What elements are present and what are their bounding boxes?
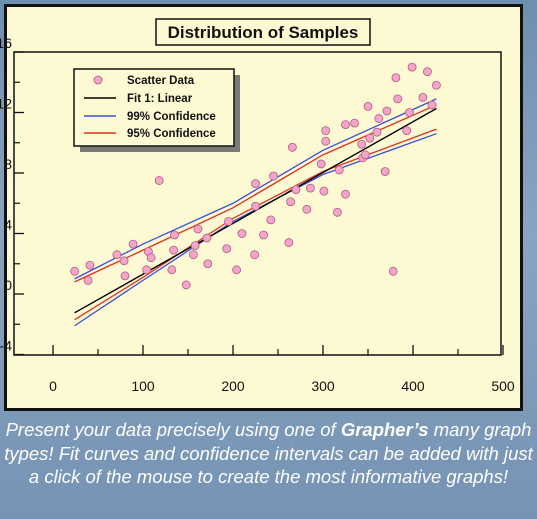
scatter-point	[224, 216, 233, 226]
scatter-point	[380, 167, 390, 176]
scatter-point	[269, 171, 278, 181]
scatter-point	[402, 126, 412, 136]
y-tick-label: 0	[4, 277, 12, 293]
x-tick-label: 500	[491, 378, 515, 394]
scatter-point	[321, 136, 331, 146]
y-tick-label: 16	[0, 35, 12, 51]
scatter-point	[291, 185, 301, 195]
scatter-point	[388, 266, 398, 276]
scatter-point	[190, 241, 200, 251]
scatter-point	[232, 265, 242, 275]
chart: -4 0 4 8 12 16 0 100 200 300 400 500 Distribution o…	[0, 18, 515, 394]
scatter-point	[250, 250, 260, 260]
scatter-point	[251, 201, 260, 211]
x-tick-label: 200	[221, 378, 245, 394]
y-tick-label: 4	[4, 217, 12, 233]
scatter-point	[181, 280, 191, 290]
y-tick-label: 8	[4, 156, 12, 172]
scatter-point	[341, 120, 350, 129]
scatter-point	[85, 260, 95, 270]
scatter-point	[167, 265, 177, 275]
scatter-point	[119, 256, 129, 266]
confidence-99-lower-line	[74, 133, 437, 327]
scatter-point	[112, 250, 122, 260]
scatter-point	[391, 73, 401, 83]
scatter-point	[237, 229, 247, 238]
scatter-point	[374, 114, 384, 123]
scatter-point	[407, 62, 417, 72]
scatter-point	[193, 224, 203, 234]
scatter-point	[319, 186, 329, 196]
scatter-point	[287, 142, 297, 152]
legend-marker-symbol	[93, 75, 103, 85]
legend-label-linear: Fit 1: Linear	[127, 93, 193, 105]
scatter-point	[266, 215, 276, 225]
scatter-point	[251, 179, 260, 188]
scatter-point	[332, 207, 342, 217]
scatter-point	[418, 92, 428, 102]
x-tick-label: 300	[311, 378, 335, 394]
scatter-point	[334, 165, 344, 175]
confidence-95-lower-line	[74, 128, 437, 321]
scatter-point	[284, 238, 294, 247]
scatter-point	[222, 244, 232, 254]
scatter-point	[302, 204, 312, 214]
scatter-point	[70, 266, 79, 276]
scatter-point	[154, 176, 164, 185]
scatter-point	[83, 275, 93, 285]
caption-text: Present your data precisely using one of…	[4, 418, 533, 489]
scatter-point	[382, 106, 392, 116]
scatter-point	[363, 102, 373, 111]
x-tick-label: 400	[401, 378, 425, 394]
y-tick-label: -4	[0, 338, 12, 354]
scatter-point	[316, 159, 326, 169]
scatter-point	[169, 245, 179, 255]
scatter-point	[202, 233, 212, 243]
title-box	[155, 18, 371, 46]
legend-label-99: 99% Confidence	[127, 111, 216, 123]
x-tick-label: 100	[131, 378, 155, 394]
chart-title: Distribution of Samples	[168, 23, 359, 42]
y-tick-label: 12	[0, 96, 12, 112]
scatter-point	[365, 133, 375, 143]
x-tick-label: 0	[49, 378, 57, 394]
scatter-point	[203, 259, 213, 269]
scatter-point	[142, 265, 152, 275]
scatter-point	[404, 108, 414, 117]
scatter-point	[170, 230, 179, 240]
legend-label-scatter: Scatter Data	[127, 75, 195, 87]
caption-post: many graph types! Fit curves and confide…	[4, 419, 533, 487]
scatter-point	[431, 80, 441, 90]
caption-pre: Present your data precisely using one of	[5, 419, 341, 440]
scatter-point	[321, 126, 331, 136]
scatter-point	[128, 239, 138, 249]
scatter-point	[146, 253, 156, 263]
scatter-point	[341, 189, 350, 199]
scatter-point	[259, 230, 269, 240]
caption-bold: Grapher’s	[340, 419, 429, 440]
scatter-point	[360, 150, 370, 160]
scatter-point	[393, 94, 403, 104]
scatter-point	[372, 127, 382, 137]
scatter-point	[305, 183, 315, 193]
scatter-point	[427, 100, 437, 110]
scatter-point	[286, 197, 296, 207]
scatter-point	[188, 250, 198, 260]
scatter-point	[350, 118, 359, 128]
legend-label-95: 95% Confidence	[127, 128, 216, 140]
scatter-point	[422, 67, 432, 77]
scatter-point	[357, 139, 367, 149]
scatter-point	[120, 271, 130, 281]
